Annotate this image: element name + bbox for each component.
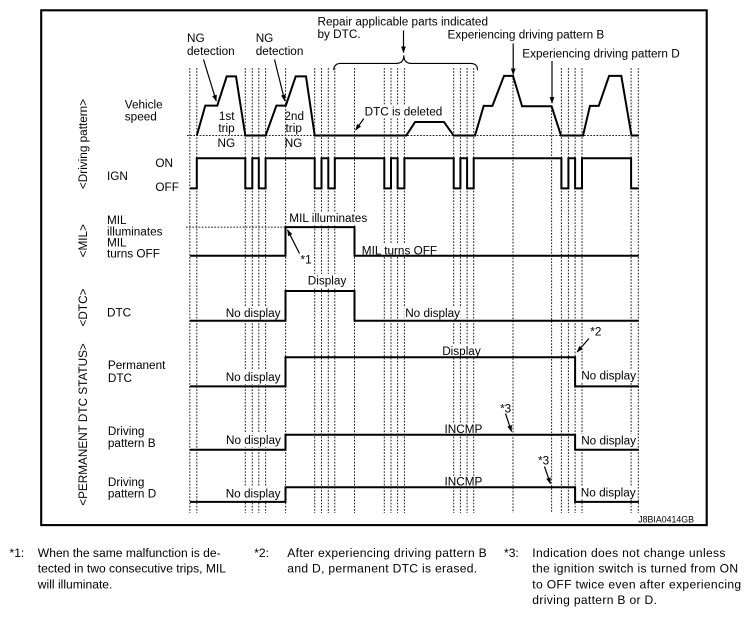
- svg-text:turns OFF: turns OFF: [107, 248, 160, 261]
- svg-text:Permanent: Permanent: [108, 359, 166, 372]
- svg-text:No display: No display: [226, 434, 281, 447]
- svg-text:<MIL>: <MIL>: [77, 224, 90, 257]
- svg-text:trip: trip: [286, 122, 303, 135]
- svg-text:After experiencing driving pat: After experiencing driving pattern B: [287, 546, 487, 560]
- svg-text:INCMP: INCMP: [445, 423, 483, 436]
- svg-text:to OFF twice even after experi: to OFF twice even after experiencing: [532, 577, 741, 591]
- svg-text:Experiencing driving pattern D: Experiencing driving pattern D: [522, 48, 679, 61]
- svg-text:No display: No display: [226, 307, 281, 320]
- svg-text:DTC: DTC: [108, 372, 133, 385]
- svg-text:will illuminate.: will illuminate.: [37, 577, 113, 591]
- svg-text:When the same malfunction is d: When the same malfunction is de-: [38, 546, 221, 560]
- svg-text:and D, permanent DTC is erased: and D, permanent DTC is erased.: [287, 562, 477, 576]
- svg-text:MIL illuminates: MIL illuminates: [289, 212, 367, 225]
- svg-text:Display: Display: [442, 345, 481, 358]
- svg-text:Experiencing driving pattern B: Experiencing driving pattern B: [448, 28, 605, 41]
- svg-text:pattern B: pattern B: [108, 437, 156, 450]
- svg-text:speed: speed: [125, 111, 157, 124]
- svg-text:J8BIA0414GB: J8BIA0414GB: [638, 515, 694, 525]
- svg-text:Driving: Driving: [108, 476, 145, 489]
- svg-text:MIL: MIL: [107, 214, 127, 227]
- svg-text:NG: NG: [285, 137, 303, 150]
- svg-text:tected in two consecutive trip: tected in two consecutive trips, MIL: [38, 562, 226, 576]
- svg-text:NG: NG: [217, 137, 235, 150]
- svg-text:*1: *1: [301, 253, 312, 266]
- svg-text:IGN: IGN: [107, 170, 128, 183]
- svg-text:NG: NG: [256, 32, 274, 45]
- svg-text:ON: ON: [155, 157, 173, 170]
- svg-text:Driving: Driving: [108, 425, 145, 438]
- svg-text:pattern D: pattern D: [108, 488, 156, 501]
- svg-text:<DTC>: <DTC>: [77, 288, 90, 326]
- svg-text:No display: No display: [581, 435, 636, 448]
- svg-text:No display: No display: [226, 371, 281, 384]
- svg-text:*2: *2: [590, 326, 601, 339]
- svg-text:No display: No display: [226, 488, 281, 501]
- svg-text:Indication does not change unl: Indication does not change unless: [532, 546, 725, 560]
- svg-text:by DTC.: by DTC.: [318, 28, 361, 41]
- svg-text:<PERMANENT DTC STATUS>: <PERMANENT DTC STATUS>: [77, 343, 90, 506]
- svg-text:*2:: *2:: [254, 546, 269, 560]
- svg-text:detection: detection: [187, 45, 235, 58]
- svg-text:*1:: *1:: [10, 546, 25, 560]
- svg-text:DTC: DTC: [107, 306, 132, 319]
- svg-text:No display: No display: [581, 487, 636, 500]
- svg-text:1st: 1st: [219, 110, 235, 123]
- svg-text:INCMP: INCMP: [445, 476, 483, 489]
- svg-text:MIL turns OFF: MIL turns OFF: [362, 245, 437, 258]
- svg-text:MIL: MIL: [107, 237, 127, 250]
- svg-text:No display: No display: [405, 307, 460, 320]
- svg-text:trip: trip: [218, 122, 235, 135]
- svg-text:*3:: *3:: [504, 546, 519, 560]
- svg-text:2nd: 2nd: [284, 110, 304, 123]
- svg-text:<Driving pattern>: <Driving pattern>: [77, 99, 90, 189]
- svg-text:driving pattern B or D.: driving pattern B or D.: [532, 593, 657, 607]
- svg-text:Repair applicable parts indica: Repair applicable parts indicated: [318, 16, 488, 29]
- svg-text:OFF: OFF: [155, 181, 179, 194]
- svg-text:*3: *3: [538, 454, 550, 467]
- svg-text:Display: Display: [308, 275, 347, 288]
- svg-text:illuminates: illuminates: [107, 225, 163, 238]
- svg-text:No display: No display: [581, 370, 636, 383]
- svg-text:*3: *3: [500, 402, 512, 415]
- svg-text:detection: detection: [256, 45, 304, 58]
- svg-text:the ignition switch is turned: the ignition switch is turned from ON: [532, 562, 738, 576]
- svg-text:Vehicle: Vehicle: [125, 99, 163, 112]
- svg-text:DTC is deleted: DTC is deleted: [365, 106, 443, 119]
- svg-text:NG: NG: [187, 32, 205, 45]
